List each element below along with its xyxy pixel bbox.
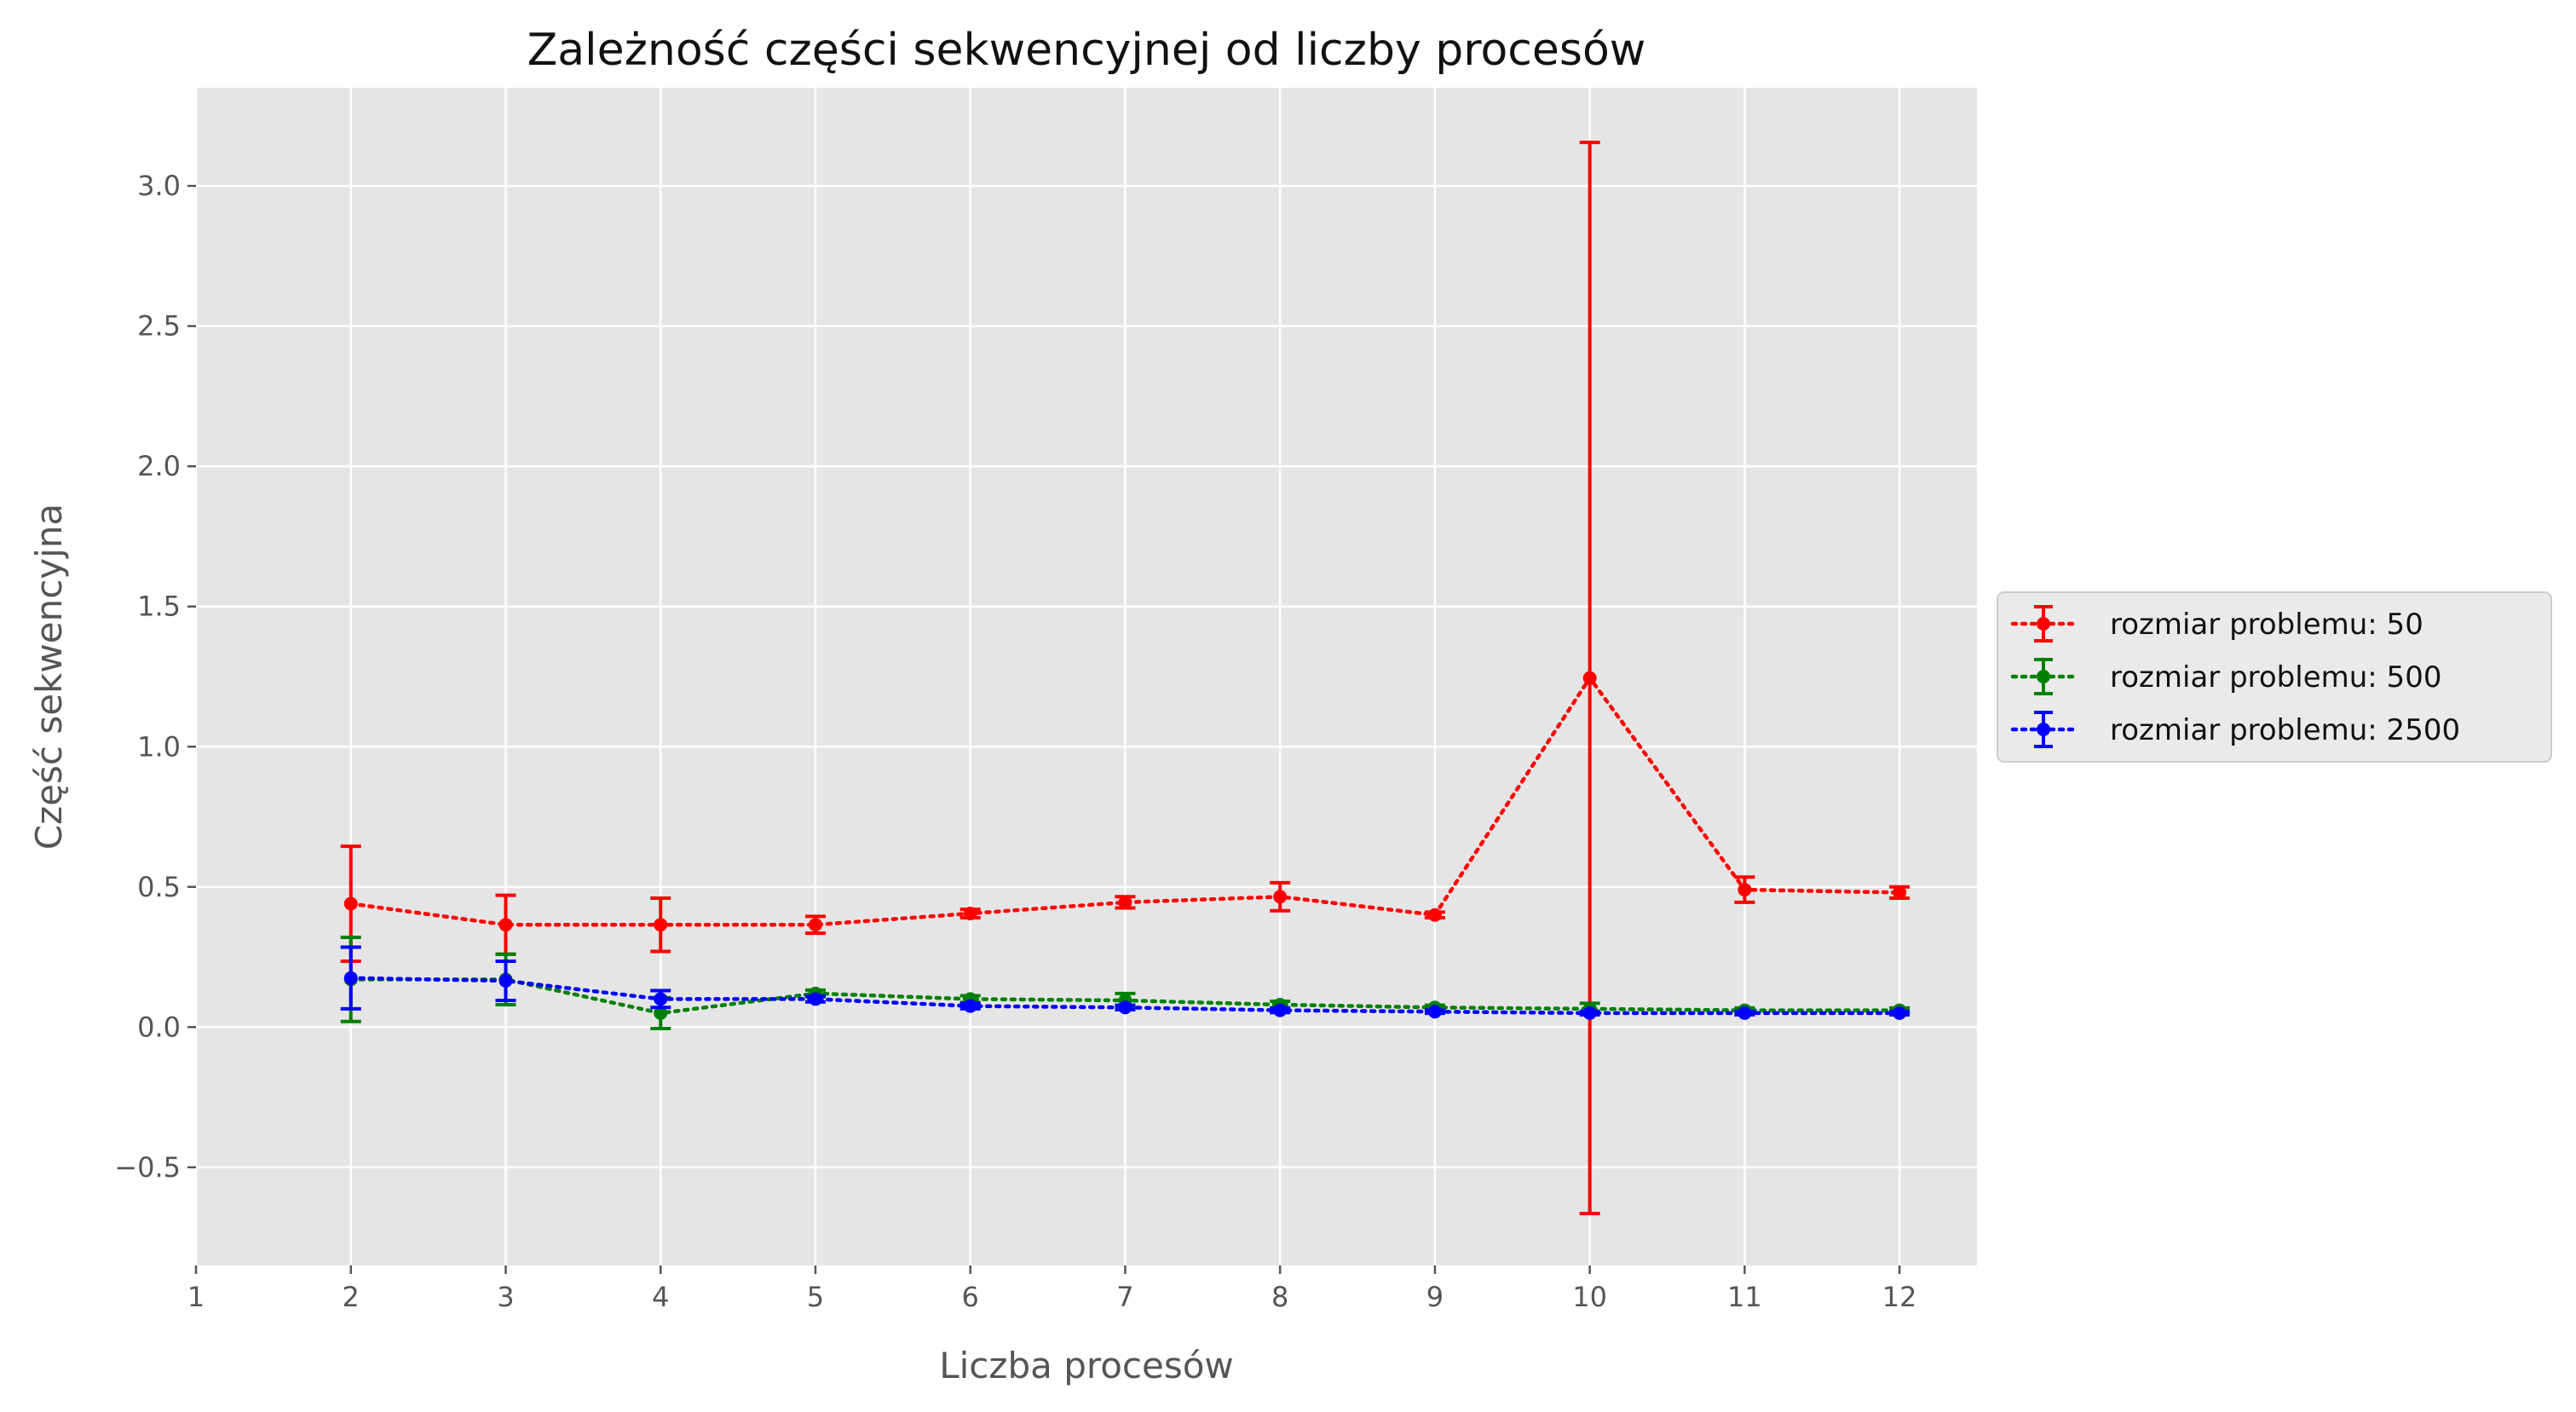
x-tick-label: 3 xyxy=(497,1281,514,1313)
x-tick-label: 9 xyxy=(1426,1281,1444,1313)
data-point xyxy=(1582,671,1597,685)
chart-title: Zależność części sekwencyjnej od liczby … xyxy=(527,25,1646,76)
legend-marker xyxy=(2037,723,2050,736)
y-tick-label: −0.5 xyxy=(114,1151,181,1184)
x-tick-label: 5 xyxy=(807,1281,824,1313)
x-tick-label: 10 xyxy=(1572,1281,1607,1313)
data-point xyxy=(1893,1006,1907,1020)
data-point xyxy=(498,918,513,932)
data-point xyxy=(808,918,822,932)
series-layer xyxy=(340,141,1910,1216)
legend-item: rozmiar problemu: 2500 xyxy=(2010,711,2460,748)
data-point xyxy=(808,992,822,1006)
y-tick-label: 1.0 xyxy=(137,730,181,763)
y-tick-label: 1.5 xyxy=(137,591,181,623)
x-tick-label: 1 xyxy=(187,1281,205,1313)
data-point xyxy=(1118,1000,1132,1015)
legend-label: rozmiar problemu: 50 xyxy=(2110,608,2423,642)
data-point xyxy=(1427,1005,1442,1019)
x-tick-label: 6 xyxy=(962,1281,979,1313)
x-tick-label: 7 xyxy=(1116,1281,1133,1313)
data-point xyxy=(343,971,358,985)
y-tick-label: 0.5 xyxy=(137,871,181,903)
data-point xyxy=(1738,1006,1752,1020)
legend-marker xyxy=(2037,617,2050,631)
grid-lines xyxy=(194,88,1977,1265)
data-point xyxy=(1273,890,1288,904)
plot-background xyxy=(196,88,1977,1265)
legend: rozmiar problemu: 50 rozmiar problemu: 50… xyxy=(1997,591,2552,763)
data-point xyxy=(963,907,977,921)
series-2 xyxy=(340,945,1910,1020)
data-point xyxy=(498,974,513,988)
series-line xyxy=(349,976,1902,1016)
x-tick-label: 2 xyxy=(343,1281,360,1313)
legend-label: rozmiar problemu: 2500 xyxy=(2110,713,2460,747)
data-point xyxy=(654,992,668,1006)
legend-item: rozmiar problemu: 500 xyxy=(2010,658,2441,695)
x-tick-label: 8 xyxy=(1271,1281,1288,1313)
data-point xyxy=(1738,883,1752,897)
y-tick-label: 2.0 xyxy=(137,450,181,482)
series-0 xyxy=(340,141,1910,1216)
data-point xyxy=(1273,1003,1288,1017)
y-tick-label: 2.5 xyxy=(137,310,181,343)
x-axis-label: Liczba procesów xyxy=(939,1345,1234,1386)
y-axis-label: Część sekwencyjna xyxy=(28,504,70,850)
data-point xyxy=(1893,885,1907,900)
legend-box xyxy=(1997,591,2552,763)
data-point xyxy=(1427,908,1442,922)
data-point xyxy=(654,918,668,932)
x-tick-label: 11 xyxy=(1727,1281,1762,1313)
data-point xyxy=(1118,895,1132,909)
axis-ticks: 1 2 3 4 5 6 7 8 9 10 11 12−0.50.00.51.01.52.02.53.0 xyxy=(114,170,1916,1313)
data-point xyxy=(1582,1006,1597,1020)
data-point xyxy=(654,1006,668,1020)
y-tick-label: 3.0 xyxy=(137,170,181,202)
data-point xyxy=(343,896,358,911)
x-tick-label: 12 xyxy=(1882,1281,1917,1313)
x-tick-label: 4 xyxy=(652,1281,669,1313)
legend-label: rozmiar problemu: 500 xyxy=(2110,660,2441,694)
data-point xyxy=(963,999,977,1013)
legend-marker xyxy=(2037,670,2050,683)
y-tick-label: 0.0 xyxy=(137,1011,181,1043)
legend-item: rozmiar problemu: 50 xyxy=(2010,605,2423,643)
